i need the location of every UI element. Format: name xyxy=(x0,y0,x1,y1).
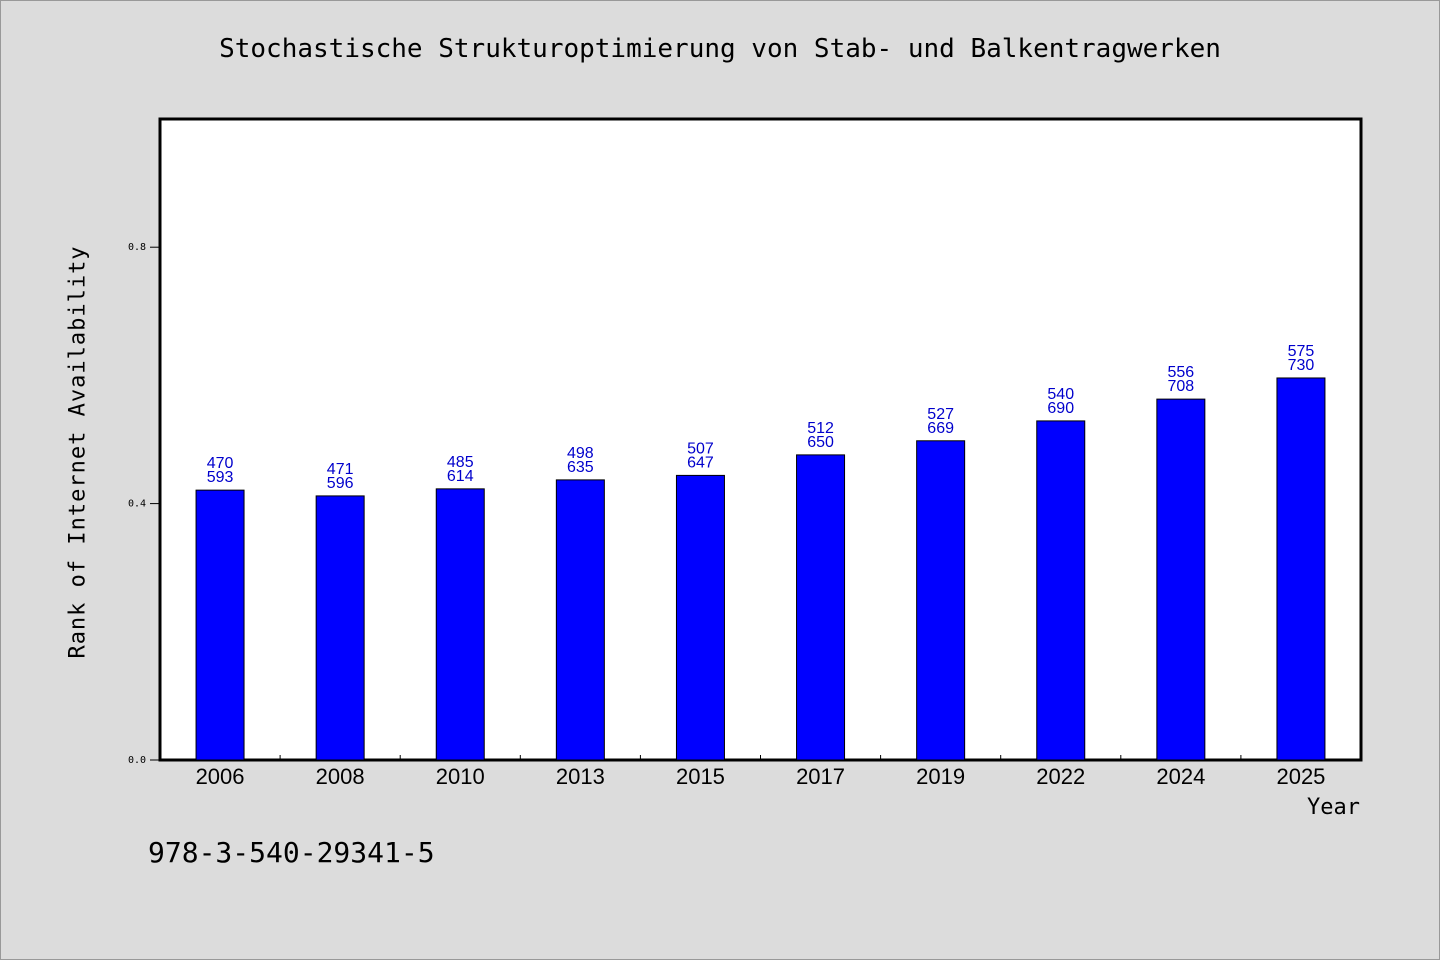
bar xyxy=(1036,420,1086,761)
x-tick-label: 2015 xyxy=(676,764,725,789)
data-label-top: 512 xyxy=(807,420,834,437)
data-label-bottom: 708 xyxy=(1167,378,1194,395)
data-label-bottom: 635 xyxy=(567,459,594,476)
data-label-bottom: 669 xyxy=(927,420,954,437)
data-label-top: 575 xyxy=(1288,343,1315,360)
data-label-top: 485 xyxy=(447,454,474,471)
data-label-bottom: 690 xyxy=(1047,400,1074,417)
data-label-bottom: 730 xyxy=(1288,357,1315,374)
data-label-bottom: 593 xyxy=(207,469,234,486)
data-label-top: 470 xyxy=(207,455,234,472)
data-label-top: 471 xyxy=(327,461,354,478)
x-tick-label: 2019 xyxy=(916,764,965,789)
y-tick-label: 0.0 xyxy=(128,755,146,766)
x-tick-label: 2022 xyxy=(1036,764,1085,789)
chart-title: Stochastische Strukturoptimierung von St… xyxy=(219,34,1221,64)
bar xyxy=(195,489,245,761)
x-tick-label: 2017 xyxy=(796,764,845,789)
y-tick-label: 0.4 xyxy=(128,499,146,510)
data-label-bottom: 650 xyxy=(807,434,834,451)
bar xyxy=(796,454,846,761)
bar xyxy=(1156,398,1206,761)
data-label-top: 527 xyxy=(927,406,954,423)
bar xyxy=(435,488,485,761)
bar xyxy=(315,495,365,761)
bar xyxy=(555,479,605,761)
x-axis-label: Year xyxy=(1307,795,1360,820)
x-tick-label: 2010 xyxy=(436,764,485,789)
data-label-top: 556 xyxy=(1167,364,1194,381)
data-label-bottom: 647 xyxy=(687,454,714,471)
bar xyxy=(1276,377,1326,761)
data-label-bottom: 614 xyxy=(447,468,474,485)
x-tick-label: 2025 xyxy=(1276,764,1325,789)
data-label-top: 507 xyxy=(687,440,714,457)
data-label-bottom: 596 xyxy=(327,475,354,492)
x-tick-label: 2024 xyxy=(1156,764,1205,789)
x-tick-label: 2013 xyxy=(556,764,605,789)
x-tick-label: 2008 xyxy=(316,764,365,789)
bar xyxy=(675,474,725,761)
isbn-text: 978-3-540-29341-5 xyxy=(148,836,435,869)
bar xyxy=(916,440,966,761)
y-tick-label: 0.8 xyxy=(128,242,146,253)
data-label-top: 540 xyxy=(1047,386,1074,403)
x-tick-label: 2006 xyxy=(196,764,245,789)
data-label-top: 498 xyxy=(567,445,594,462)
